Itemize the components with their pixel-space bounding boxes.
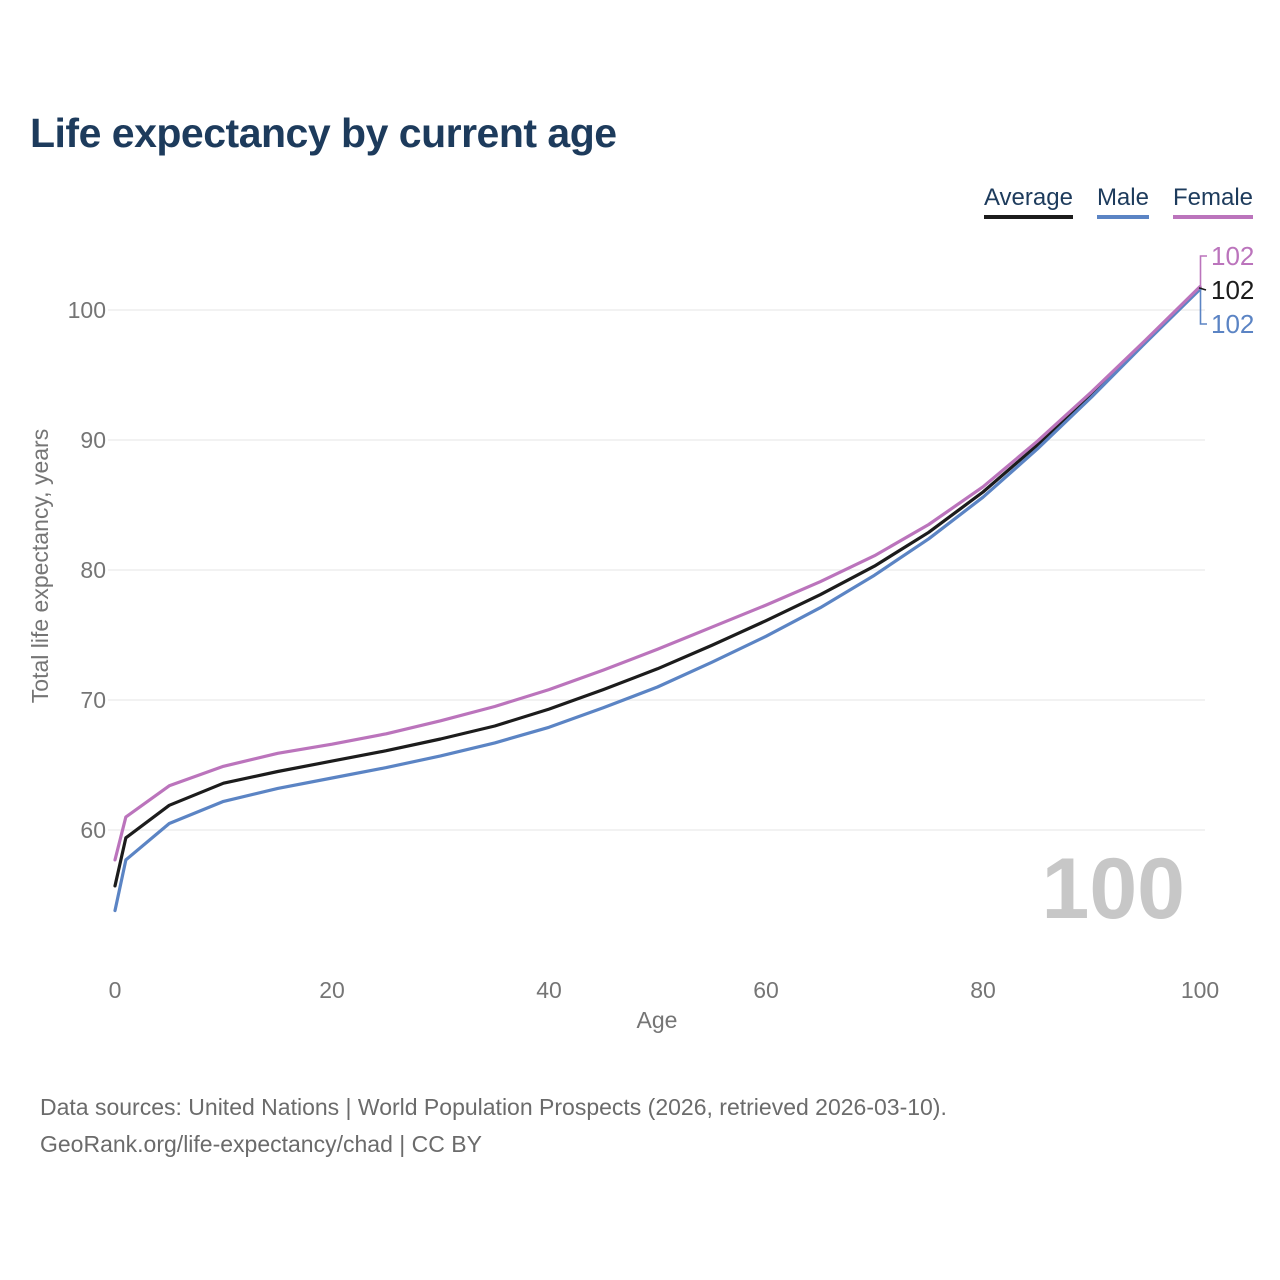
y-axis-title: Total life expectancy, years [27,429,53,703]
series-line-male[interactable] [113,287,1202,913]
end-label-female: 102 [1211,241,1254,271]
end-label-male: 102 [1211,309,1254,339]
x-tick-label: 80 [970,977,996,1003]
x-axis-title: Age [637,1007,678,1033]
attribution-line: GeoRank.org/life-expectancy/chad | CC BY [40,1131,482,1157]
legend: Average Male Female [983,184,1253,219]
footer: Data sources: United Nations | World Pop… [40,1089,947,1163]
x-tick-label: 40 [536,977,562,1003]
x-tick-label: 60 [753,977,779,1003]
legend-item-average[interactable]: Average [983,184,1073,219]
end-label-connector-male [1199,289,1207,325]
y-tick-label: 80 [80,557,106,583]
y-tick-label: 60 [80,817,106,843]
end-label-connector-average [1198,287,1207,291]
legend-item-male[interactable]: Male [1096,184,1149,219]
watermark-value: 100 [1042,841,1186,937]
x-tick-label: 100 [1181,977,1219,1003]
legend-item-female[interactable]: Female [1172,184,1253,219]
x-tick-label: 20 [319,977,345,1003]
x-tick-label: 0 [109,977,122,1003]
page-title: Life expectancy by current age [30,110,617,156]
series-line-average[interactable] [113,286,1202,888]
y-tick-label: 90 [80,427,106,453]
end-label-average: 102 [1211,275,1254,305]
end-label-connector-female [1199,255,1207,287]
y-tick-label: 70 [80,687,106,713]
data-source-line: Data sources: United Nations | World Pop… [40,1094,947,1120]
y-tick-label: 100 [68,297,106,323]
series-line-female[interactable] [113,285,1202,862]
